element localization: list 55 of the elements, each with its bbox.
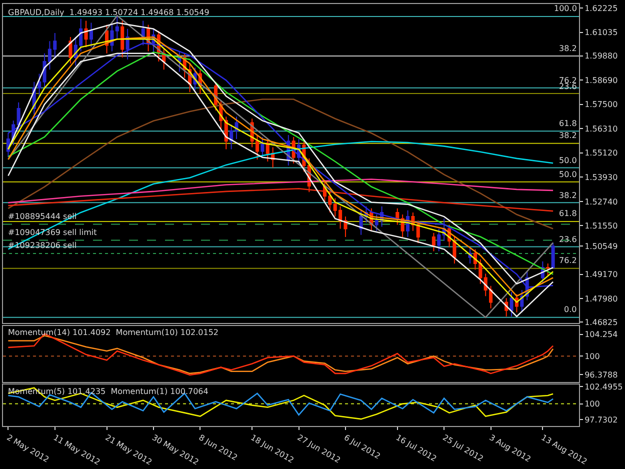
candlestick: [16, 102, 20, 132]
y-tick-label: 1.52740: [584, 197, 618, 206]
candlestick: [115, 15, 119, 40]
y-tick-label: 1.49170: [584, 270, 618, 280]
y-tick-label: 100: [584, 352, 600, 361]
y-tick-label: 1.56310: [584, 124, 618, 134]
y-tick-label: 97.7302: [584, 415, 618, 424]
y-tick-label: 1.62225: [584, 4, 618, 13]
candlestick: [120, 20, 124, 58]
line-series: [8, 387, 554, 420]
candlestick: [141, 20, 145, 46]
text: GBPAUD,Daily 1.49493 1.50724 1.49468 1.50549: [8, 8, 210, 17]
candlestick: [546, 262, 550, 276]
y-tick-label: 96.3788: [584, 370, 618, 380]
line-series: [8, 140, 554, 250]
y-tick-label: 1.47980: [584, 294, 618, 304]
annotation: 38.2: [559, 44, 577, 53]
y-tick-label: 1.61035: [584, 28, 618, 38]
y-tick-label: 1.58690: [584, 76, 618, 85]
annotation: 0.0: [564, 305, 577, 314]
candlestick: [416, 220, 420, 244]
line-series: [8, 188, 554, 212]
candlestick: [260, 136, 264, 158]
candlestick: [437, 228, 441, 252]
annotation: 38.2: [559, 191, 577, 200]
candlestick: [432, 232, 436, 252]
annotation: 100.0: [554, 4, 577, 13]
y-tick-label: 104.254: [584, 330, 618, 340]
annotation: 76.2: [559, 256, 577, 265]
chart-title: Momentum(14) 101.4092 Momentum(10) 102.0152: [8, 328, 219, 337]
candlestick: [344, 216, 348, 238]
annotation: 38.2: [559, 131, 577, 140]
annotation: 23.6: [559, 235, 577, 244]
candlestick: [126, 28, 130, 60]
candlestick: [359, 210, 363, 236]
annotation: 61.8: [559, 119, 577, 128]
y-tick-label: 1.46825: [584, 318, 618, 327]
candlestick: [551, 242, 555, 269]
y-tick-label: 100: [584, 400, 600, 409]
line-series: [8, 178, 554, 204]
y-tick-label: 1.57500: [584, 100, 618, 110]
annotation: 50.0: [559, 170, 577, 179]
annotation: 61.8: [559, 209, 577, 218]
candlestick: [396, 208, 400, 226]
y-tick-label: 1.53930: [584, 172, 618, 182]
candlestick: [510, 292, 514, 317]
y-tick-label: 1.51550: [584, 222, 618, 231]
candlestick: [89, 22, 93, 48]
y-tick-label: 1.50549: [584, 242, 618, 251]
annotation: 50.0: [559, 156, 577, 165]
candlestick: [84, 20, 88, 48]
y-tick-label: 102.4955: [584, 382, 623, 392]
line-series: [8, 98, 554, 230]
y-tick-label: 1.59880: [584, 52, 618, 61]
y-tick-label: 1.55120: [584, 148, 618, 158]
